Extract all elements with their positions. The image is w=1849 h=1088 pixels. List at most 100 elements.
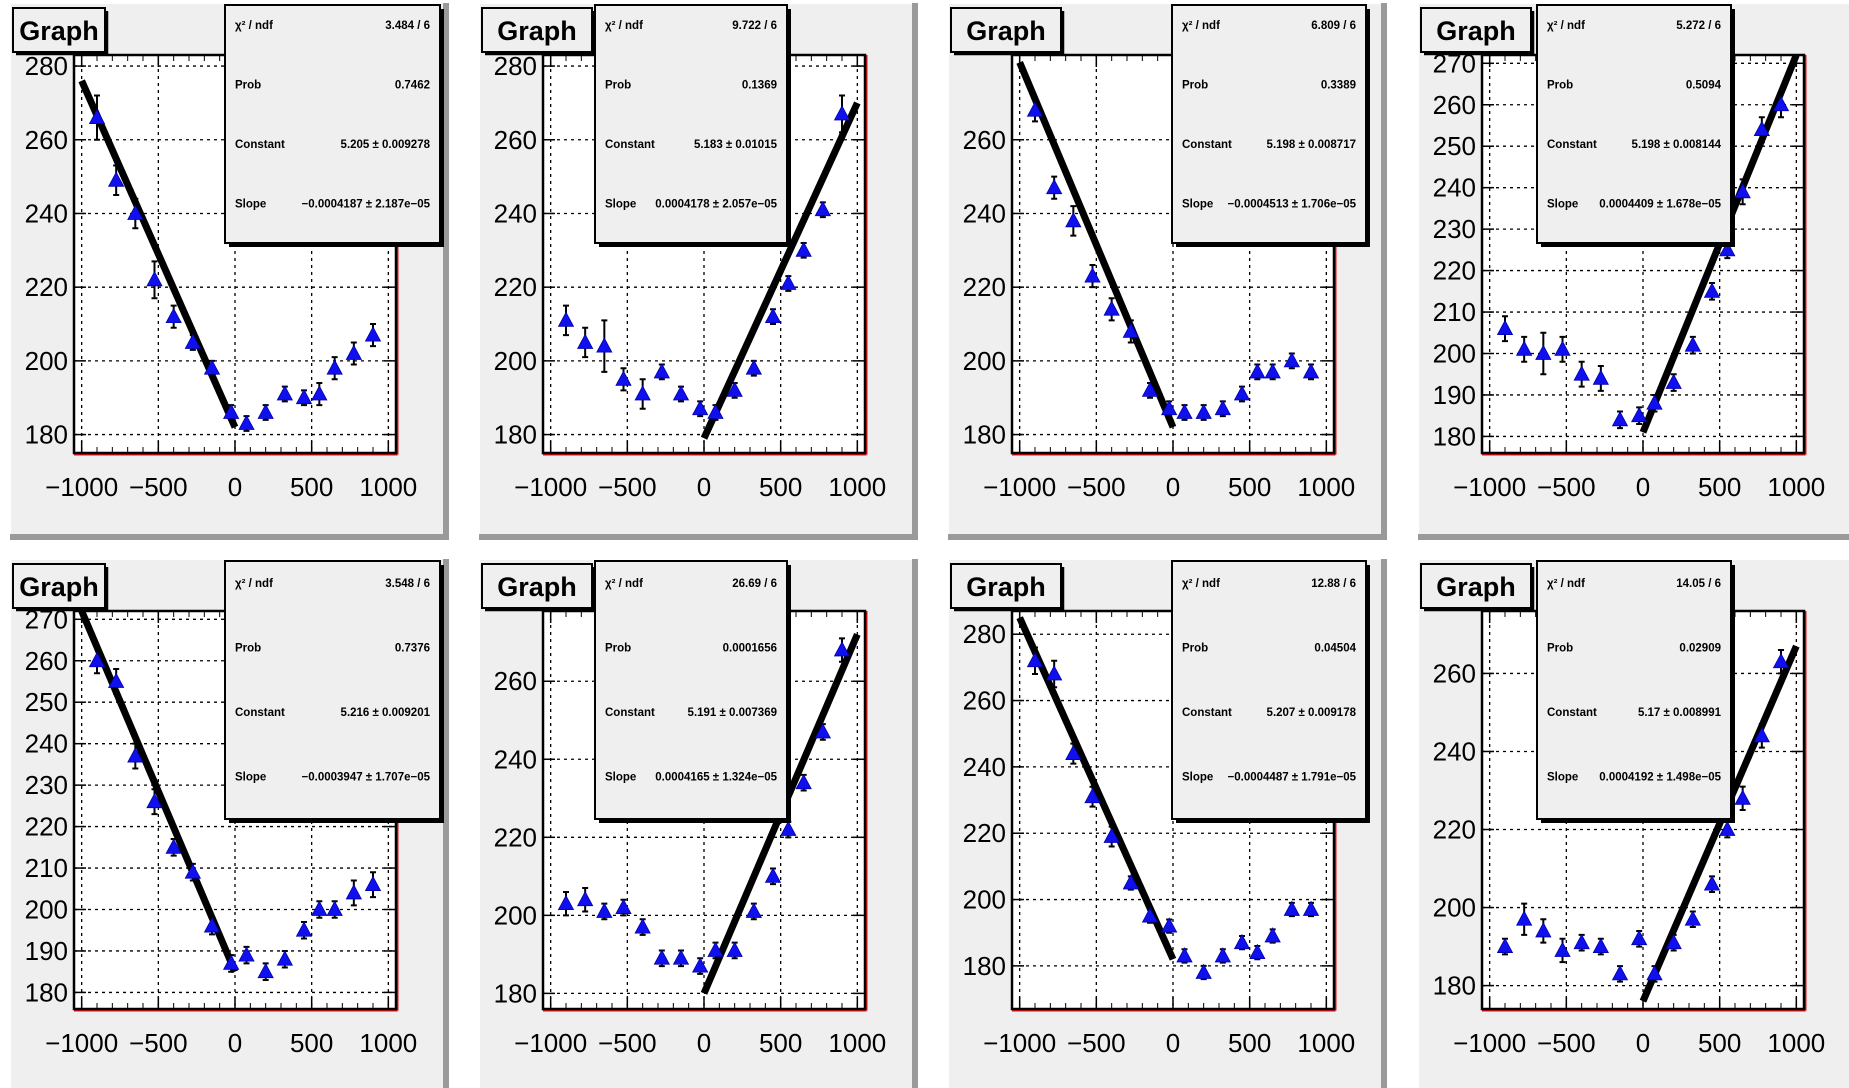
x-tick-label: −500: [598, 472, 657, 502]
y-tick-label: 190: [1433, 380, 1476, 410]
data-point: [764, 867, 782, 883]
stats-label: Constant: [1547, 139, 1597, 151]
title-box: Graph: [950, 563, 1065, 612]
data-point: [1195, 403, 1212, 419]
stats-label: χ² / ndf: [1547, 20, 1585, 32]
data-layer: [78, 611, 382, 981]
data-point: [1026, 101, 1044, 117]
data-point: [311, 385, 328, 401]
data-point: [165, 838, 182, 854]
stats-label: Prob: [1182, 79, 1208, 91]
data-point: [1719, 241, 1736, 257]
y-tick-label: 260: [494, 666, 537, 696]
pad-bevel-light: [947, 558, 1384, 1088]
graph-pad-3: −1000 −500 0 500 1000 180 200 220 240 260 Graph χ² …: [947, 2, 1387, 540]
data-point: [576, 333, 594, 349]
data-point: [726, 381, 743, 397]
title-shadow: [1424, 11, 1535, 56]
y-tick-label: 260: [963, 125, 1006, 155]
stats-value: 0.0004192 ± 1.498e−05: [1599, 771, 1721, 783]
y-tick-label: 240: [494, 198, 537, 228]
y-tick-label: 240: [963, 198, 1006, 228]
data-point: [1592, 369, 1610, 385]
data-point: [1535, 344, 1552, 360]
stats-label: χ² / ndf: [605, 578, 643, 590]
data-point: [238, 414, 255, 430]
x-tick-label: 500: [290, 1028, 333, 1058]
pad-bevel-light: [9, 558, 446, 1088]
y-tick-label: 280: [494, 51, 537, 81]
data-point: [364, 326, 382, 342]
stats-label: Slope: [1182, 771, 1213, 783]
x-tick-label: 500: [1698, 472, 1741, 502]
x-tick-label: −1000: [45, 472, 118, 502]
data-point: [165, 307, 182, 324]
x-tick-label: −500: [1067, 472, 1126, 502]
tick-labels: −1000 −500 0 500 1000 180 200 220 240 260: [1433, 658, 1826, 1058]
data-point: [1214, 947, 1232, 963]
title-shadow: [1424, 567, 1535, 612]
stats-value: 5.198 ± 0.008144: [1632, 139, 1722, 151]
x-tick-label: −500: [1537, 472, 1596, 502]
fit-line: [1639, 644, 1800, 1003]
data-point: [127, 204, 144, 220]
graph-pad-6: −1000 −500 0 500 1000 180 200 220 240 260 Graph χ² …: [478, 558, 918, 1088]
data-point: [745, 359, 763, 375]
x-tick-label: 1000: [1767, 472, 1825, 502]
y-tick-label: 210: [25, 853, 68, 883]
y-tick-label: 220: [963, 818, 1006, 848]
data-point: [88, 651, 106, 668]
y-tick-label: 180: [1433, 971, 1476, 1001]
stats-box: χ² / ndf 26.69 / 6 Prob 0.0001656 Constant 5.…: [594, 560, 791, 823]
stats-frame: [1536, 4, 1732, 244]
data-point: [1084, 787, 1101, 804]
data-point: [672, 949, 690, 965]
y-tick-label: 200: [1433, 339, 1476, 369]
y-tick-label: 240: [1433, 173, 1476, 203]
x-tick-label: 0: [228, 1028, 242, 1058]
stats-box: χ² / ndf 6.809 / 6 Prob 0.3389 Constant 5.198…: [1171, 4, 1370, 247]
stats-value: 14.05 / 6: [1676, 578, 1721, 590]
y-tick-label: 260: [25, 125, 68, 155]
stats-label: Prob: [235, 79, 261, 91]
x-tick-label: −1000: [514, 1028, 587, 1058]
data-point: [326, 359, 343, 375]
data-point: [257, 403, 274, 419]
x-tick-label: 1000: [1297, 1028, 1355, 1058]
data-point: [1665, 933, 1682, 950]
stats-value: 0.02909: [1679, 642, 1721, 654]
stats-frame: [594, 4, 788, 244]
data-point: [1515, 910, 1533, 926]
tick-labels: −1000 −500 0 500 1000 180 190 200 210 220 230 240 25…: [25, 604, 418, 1058]
x-tick-label: −1000: [1453, 472, 1526, 502]
stats-box: χ² / ndf 9.722 / 6 Prob 0.1369 Constant 5.183…: [594, 4, 791, 247]
data-point: [146, 270, 163, 287]
data-layer: [1496, 644, 1800, 1003]
y-tick-label: 220: [494, 272, 537, 302]
pad-bevel-light: [947, 2, 1384, 537]
title-frame: [12, 7, 106, 53]
data-point: [691, 399, 709, 416]
pad-bevel-light: [1417, 2, 1849, 537]
data-point: [184, 333, 202, 349]
chart-title: Graph: [966, 572, 1046, 602]
chart-title: Graph: [966, 16, 1046, 46]
fit-line: [700, 101, 861, 440]
stats-shadow: [1176, 565, 1370, 823]
data-point: [203, 359, 221, 375]
data-point: [1160, 399, 1178, 416]
stats-shadow: [1176, 9, 1370, 247]
stats-label: χ² / ndf: [605, 20, 643, 32]
y-tick-label: 230: [25, 770, 68, 800]
y-tick-label: 190: [25, 936, 68, 966]
data-point: [1233, 933, 1251, 950]
tick-labels: −1000 −500 0 500 1000 180 200 220 240 260 280: [494, 51, 887, 502]
stats-frame: [594, 560, 788, 820]
graph-pad-5: −1000 −500 0 500 1000 180 190 200 210 220 230 240 25…: [9, 558, 449, 1088]
chart-title: Graph: [19, 16, 99, 46]
data-point: [1611, 410, 1629, 427]
data-point: [1103, 300, 1120, 316]
data-point: [1573, 365, 1590, 381]
graph-pad-4: −1000 −500 0 500 1000 180 190 200 210 220 230 240 25…: [1417, 2, 1849, 540]
